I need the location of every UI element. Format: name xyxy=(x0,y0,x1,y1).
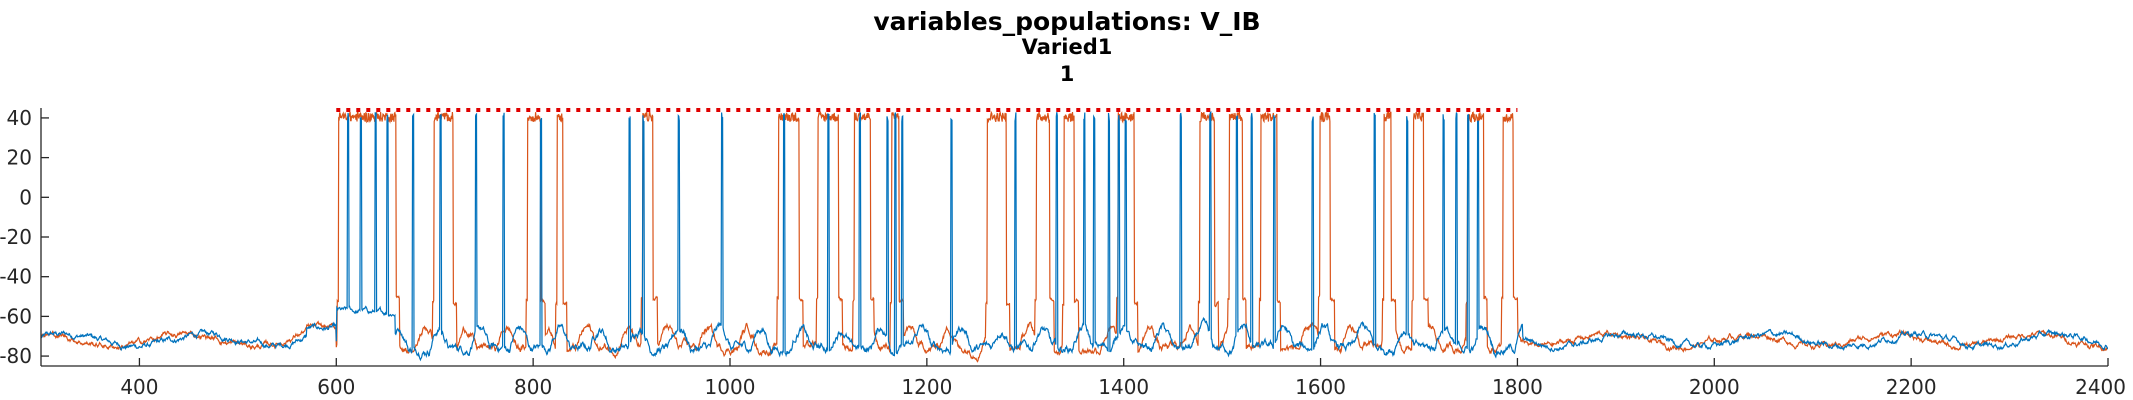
x-tick-label: 2000 xyxy=(1689,375,1740,399)
x-tick-label: 2200 xyxy=(1886,375,1937,399)
y-tick-label: -80 xyxy=(0,344,32,368)
x-tick-label: 1200 xyxy=(901,375,952,399)
series-line-orange xyxy=(41,110,2108,363)
x-tick-label: 1000 xyxy=(705,375,756,399)
y-tick-label: 20 xyxy=(7,146,32,170)
y-tick-label: 0 xyxy=(19,185,32,209)
x-tick-label: 600 xyxy=(317,375,355,399)
series-line-blue xyxy=(41,110,2108,362)
chart-title: variables_populations: V_IB xyxy=(873,7,1260,36)
x-tick-label: 2400 xyxy=(2075,375,2126,399)
x-tick-label: 1600 xyxy=(1295,375,1346,399)
chart-subtitle-2: 1 xyxy=(1060,62,1075,86)
x-tick-label: 1800 xyxy=(1492,375,1543,399)
x-tick-label: 1400 xyxy=(1098,375,1149,399)
x-tick-label: 800 xyxy=(514,375,552,399)
chart-subtitle: Varied1 xyxy=(1022,35,1113,59)
y-tick-label: -20 xyxy=(0,225,32,249)
axes: 400 600 800 1000 1200 1400 1600 1800 2000 2200 240… xyxy=(0,106,2126,399)
y-tick-label: -60 xyxy=(0,304,32,328)
plot-area xyxy=(41,108,2108,363)
y-tick-label: -40 xyxy=(0,265,32,289)
y-tick-label: 40 xyxy=(7,106,32,130)
x-tick-label: 400 xyxy=(120,375,158,399)
